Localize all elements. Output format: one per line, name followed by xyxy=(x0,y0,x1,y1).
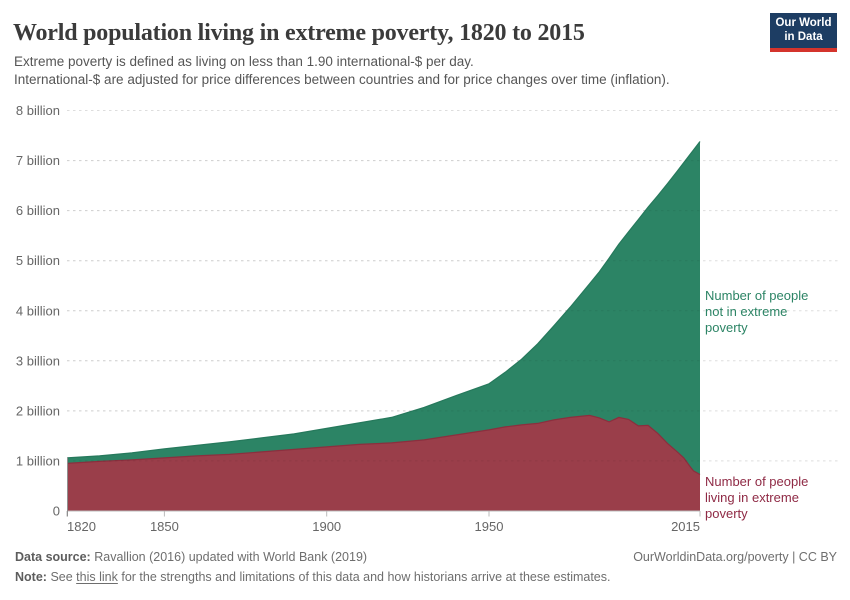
chart-title: World population living in extreme pover… xyxy=(13,20,585,46)
population-boundary-line xyxy=(66,141,701,459)
x-tick-label: 1820 xyxy=(67,519,96,534)
y-tick-label: 2 billion xyxy=(16,403,60,418)
data-source-line: Data source: Ravallion (2016) updated wi… xyxy=(15,550,367,564)
area-extreme-poverty[interactable] xyxy=(67,415,700,511)
x-tick-label: 1900 xyxy=(312,519,341,534)
chart-subtitle-line1: Extreme poverty is defined as living on … xyxy=(14,54,474,69)
x-tick-label: 1950 xyxy=(475,519,504,534)
y-tick-label: 4 billion xyxy=(16,303,60,318)
data-source-label: Data source: xyxy=(15,550,91,564)
y-tick-label: 1 billion xyxy=(16,453,60,468)
y-tick-label: 5 billion xyxy=(16,253,60,268)
y-tick-label: 7 billion xyxy=(16,153,60,168)
x-tick-label: 2015 xyxy=(671,519,700,534)
owid-logo[interactable]: Our World in Data xyxy=(770,13,837,52)
area-not-in-extreme-poverty[interactable] xyxy=(67,141,700,475)
note-before-link: See xyxy=(50,570,73,584)
series-label-not-in-extreme-poverty: Number of people not in extreme poverty xyxy=(705,288,809,335)
note-after-link: for the strengths and limitations of thi… xyxy=(121,570,611,584)
y-tick-label: 0 xyxy=(53,504,60,519)
x-tick-label: 1850 xyxy=(150,519,179,534)
y-tick-label: 8 billion xyxy=(16,103,60,118)
series-label-extreme-poverty: Number of people living in extreme pover… xyxy=(705,474,809,521)
data-source-text: Ravallion (2016) updated with World Bank… xyxy=(94,550,368,564)
y-tick-label: 3 billion xyxy=(16,353,60,368)
owid-logo-line1: Our World xyxy=(775,17,832,29)
note-link[interactable]: this link xyxy=(76,570,118,584)
owid-logo-line2: in Data xyxy=(784,30,823,43)
note-label: Note: xyxy=(15,570,47,584)
chart-subtitle-line2: International-$ are adjusted for price d… xyxy=(14,72,670,87)
y-tick-label: 6 billion xyxy=(16,203,60,218)
attribution-link[interactable]: OurWorldinData.org/poverty | CC BY xyxy=(633,550,837,564)
extreme-poverty-boundary-line xyxy=(66,414,701,476)
note-line: Note: See this link for the strengths an… xyxy=(15,570,611,584)
